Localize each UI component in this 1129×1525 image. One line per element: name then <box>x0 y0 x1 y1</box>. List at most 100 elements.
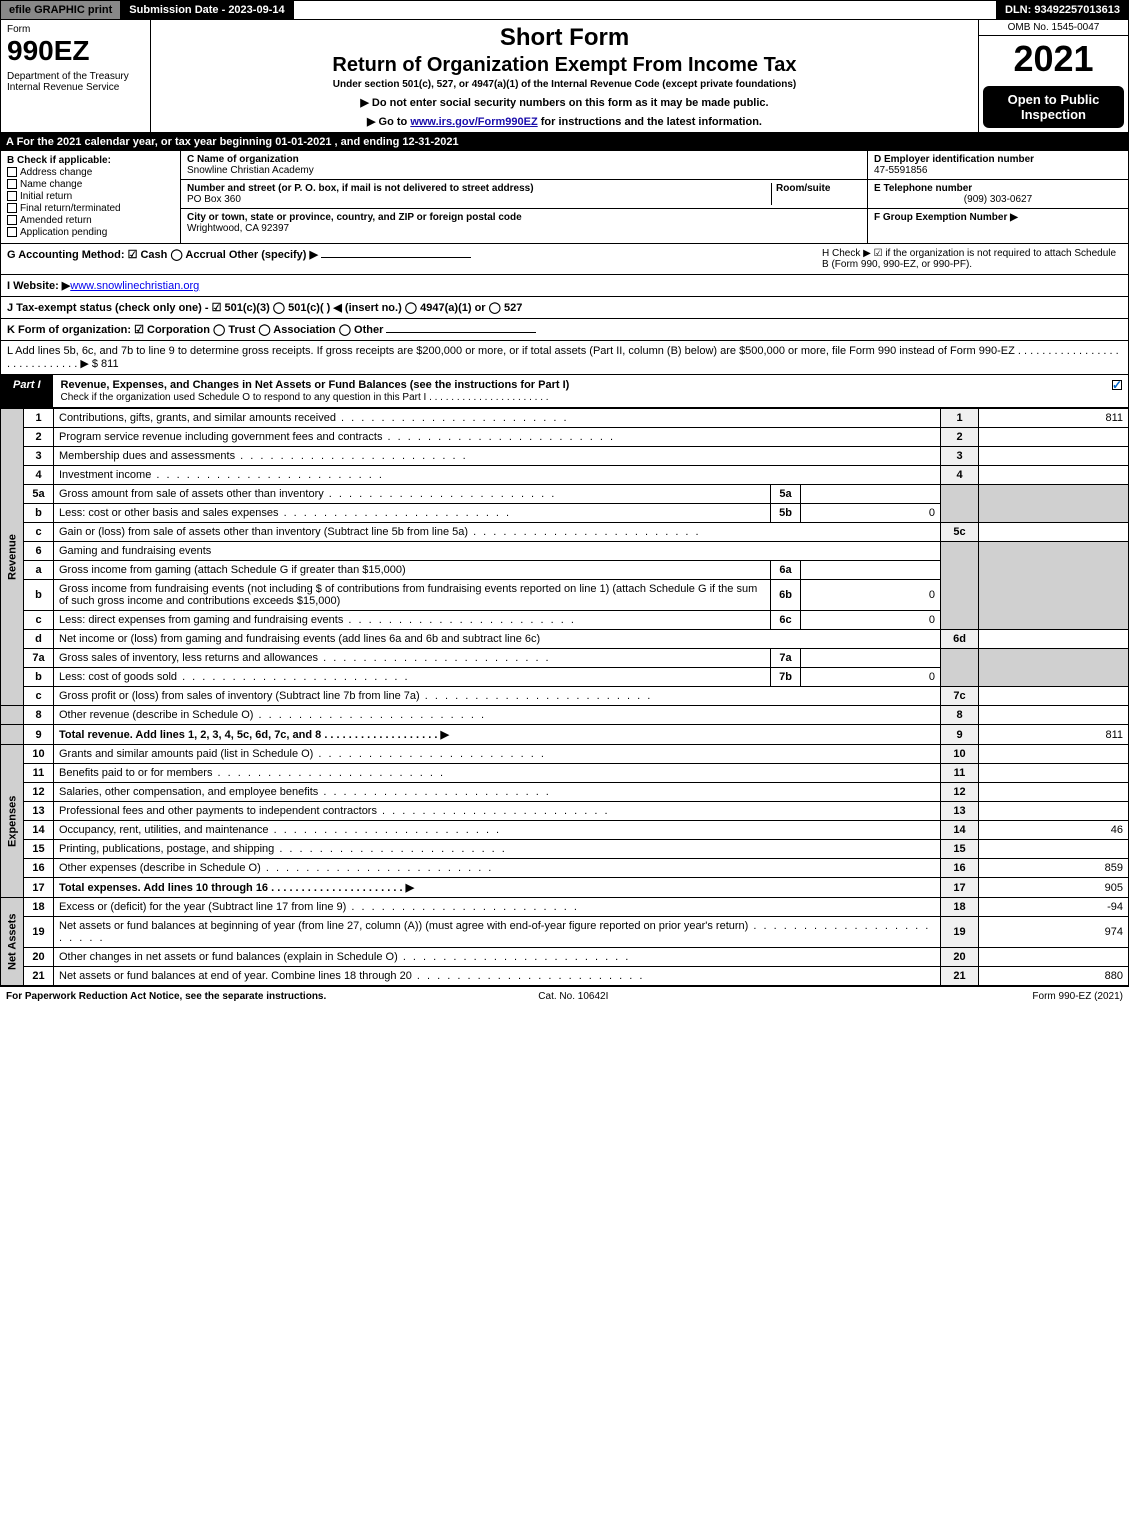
efile-print[interactable]: efile GRAPHIC print <box>1 1 121 19</box>
street-label: Number and street (or P. O. box, if mail… <box>187 183 534 194</box>
chk-final-return[interactable]: Final return/terminated <box>7 203 174 214</box>
column-b: B Check if applicable: Address change Na… <box>1 151 181 243</box>
row-desc: Total revenue. Add lines 1, 2, 3, 4, 5c,… <box>54 725 941 745</box>
department: Department of the Treasury Internal Reve… <box>7 71 144 93</box>
row-num: 16 <box>24 859 54 878</box>
row-num: 15 <box>24 840 54 859</box>
column-d-e-f: D Employer identification number 47-5591… <box>868 151 1128 243</box>
line-l: L Add lines 5b, 6c, and 7b to line 9 to … <box>0 341 1129 375</box>
row-desc: Occupancy, rent, utilities, and maintena… <box>54 821 941 840</box>
netassets-side-label: Net Assets <box>1 898 24 986</box>
row-desc: Less: cost or other basis and sales expe… <box>54 504 771 523</box>
expenses-side-label: Expenses <box>1 745 24 898</box>
row-num: b <box>24 668 54 687</box>
row-desc: Investment income <box>54 466 941 485</box>
row-num: 7a <box>24 649 54 668</box>
row-desc: Other changes in net assets or fund bala… <box>54 948 941 967</box>
chk-address-change[interactable]: Address change <box>7 167 174 178</box>
b-header: B Check if applicable: <box>7 155 174 166</box>
row-desc: Gross sales of inventory, less returns a… <box>54 649 771 668</box>
part-1-header: Part I Revenue, Expenses, and Changes in… <box>0 375 1129 408</box>
box-num: 10 <box>941 745 979 764</box>
mini-val: 0 <box>801 611 941 630</box>
row-num: 4 <box>24 466 54 485</box>
footer-left: For Paperwork Reduction Act Notice, see … <box>6 991 326 1002</box>
box-num: 9 <box>941 725 979 745</box>
box-num: 12 <box>941 783 979 802</box>
box-num: 2 <box>941 428 979 447</box>
chk-name-change[interactable]: Name change <box>7 179 174 190</box>
open-to-public: Open to Public Inspection <box>983 86 1124 128</box>
row-num: 10 <box>24 745 54 764</box>
row-desc: Gross income from gaming (attach Schedul… <box>54 561 771 580</box>
box-val <box>979 447 1129 466</box>
box-val <box>979 840 1129 859</box>
box-val: 811 <box>979 409 1129 428</box>
row-desc: Gross amount from sale of assets other t… <box>54 485 771 504</box>
box-val <box>979 948 1129 967</box>
row-num: 11 <box>24 764 54 783</box>
box-val <box>979 428 1129 447</box>
mini-num: 6a <box>771 561 801 580</box>
row-num: b <box>24 504 54 523</box>
part-1-checkbox[interactable] <box>1108 375 1128 407</box>
line-j: J Tax-exempt status (check only one) - ☑… <box>0 297 1129 319</box>
row-num: 19 <box>24 917 54 948</box>
row-desc: Net assets or fund balances at beginning… <box>54 917 941 948</box>
f-group-label: F Group Exemption Number ▶ <box>874 212 1018 223</box>
line-a: A For the 2021 calendar year, or tax yea… <box>0 133 1129 151</box>
box-num: 18 <box>941 898 979 917</box>
line-i: I Website: ▶www.snowlinechristian.org <box>0 275 1129 297</box>
revenue-table: Revenue 1 Contributions, gifts, grants, … <box>0 408 1129 986</box>
row-num: 3 <box>24 447 54 466</box>
mini-num: 7b <box>771 668 801 687</box>
box-num: 1 <box>941 409 979 428</box>
mini-val: 0 <box>801 668 941 687</box>
box-num: 4 <box>941 466 979 485</box>
row-desc: Other expenses (describe in Schedule O) <box>54 859 941 878</box>
chk-amended-return[interactable]: Amended return <box>7 215 174 226</box>
box-num: 7c <box>941 687 979 706</box>
row-desc: Professional fees and other payments to … <box>54 802 941 821</box>
row-num: 17 <box>24 878 54 898</box>
row-desc: Contributions, gifts, grants, and simila… <box>54 409 941 428</box>
part-1-tab: Part I <box>1 375 53 407</box>
line-k: K Form of organization: ☑ Corporation ◯ … <box>0 319 1129 341</box>
goto-post: for instructions and the latest informat… <box>538 116 762 128</box>
box-val: 46 <box>979 821 1129 840</box>
tax-year: 2021 <box>979 36 1128 82</box>
row-desc: Gaming and fundraising events <box>54 542 941 561</box>
form-header: Form 990EZ Department of the Treasury In… <box>0 20 1129 133</box>
row-num: 8 <box>24 706 54 725</box>
row-num: 12 <box>24 783 54 802</box>
goto-line: ▶ Go to www.irs.gov/Form990EZ for instru… <box>161 115 968 128</box>
box-num: 14 <box>941 821 979 840</box>
row-num: 21 <box>24 967 54 986</box>
irs-link[interactable]: www.irs.gov/Form990EZ <box>410 116 537 128</box>
row-desc: Other revenue (describe in Schedule O) <box>54 706 941 725</box>
row-desc: Excess or (deficit) for the year (Subtra… <box>54 898 941 917</box>
box-num: 11 <box>941 764 979 783</box>
row-desc: Gross income from fundraising events (no… <box>54 580 771 611</box>
box-val <box>979 523 1129 542</box>
c-name-label: C Name of organization <box>187 154 299 165</box>
footer-right: Form 990-EZ (2021) <box>1032 991 1123 1002</box>
part-1-check-text: Check if the organization used Schedule … <box>61 392 549 403</box>
submission-date: Submission Date - 2023-09-14 <box>121 1 293 19</box>
box-val: 811 <box>979 725 1129 745</box>
box-num: 3 <box>941 447 979 466</box>
org-name: Snowline Christian Academy <box>187 165 314 176</box>
chk-application-pending[interactable]: Application pending <box>7 227 174 238</box>
mini-val: 0 <box>801 504 941 523</box>
box-val <box>979 802 1129 821</box>
d-ein-label: D Employer identification number <box>874 154 1034 165</box>
row-desc: Membership dues and assessments <box>54 447 941 466</box>
org-city: Wrightwood, CA 92397 <box>187 223 289 234</box>
website-link[interactable]: www.snowlinechristian.org <box>70 280 199 292</box>
box-val: -94 <box>979 898 1129 917</box>
room-label: Room/suite <box>776 183 830 194</box>
row-desc: Total expenses. Add lines 10 through 16 … <box>54 878 941 898</box>
box-num: 6d <box>941 630 979 649</box>
row-num: c <box>24 523 54 542</box>
chk-initial-return[interactable]: Initial return <box>7 191 174 202</box>
